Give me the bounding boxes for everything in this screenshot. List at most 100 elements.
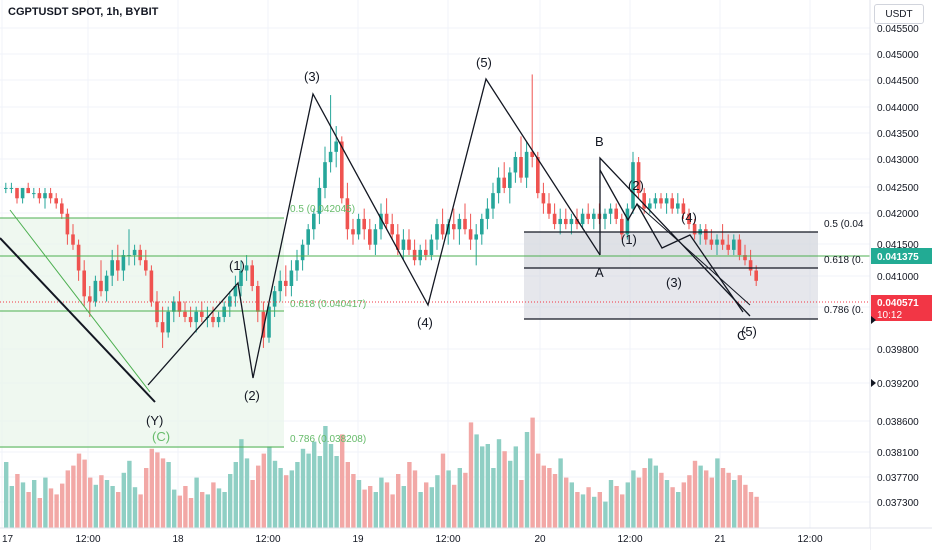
candle-body bbox=[720, 239, 725, 245]
candle-body bbox=[351, 229, 355, 235]
volume-bar bbox=[88, 477, 93, 528]
candle-body bbox=[250, 265, 254, 286]
volume-bar bbox=[513, 446, 518, 528]
candle-body bbox=[211, 316, 215, 323]
volume-bar bbox=[334, 456, 339, 528]
volume-bar bbox=[692, 460, 698, 528]
volume-bar bbox=[127, 460, 132, 528]
volume-bar bbox=[200, 492, 205, 528]
candle-body bbox=[659, 198, 663, 204]
volume-bar bbox=[676, 492, 681, 528]
time-axis[interactable] bbox=[0, 528, 870, 550]
wave-label-b: B bbox=[595, 134, 604, 149]
volume-bar bbox=[289, 470, 294, 528]
candle-body bbox=[289, 270, 294, 286]
wave-label-5: (5) bbox=[476, 55, 492, 70]
volume-bar bbox=[726, 472, 731, 528]
volume-bar bbox=[390, 494, 395, 528]
volume-bar bbox=[71, 465, 76, 528]
candle-body bbox=[110, 260, 114, 276]
candle-body bbox=[463, 218, 467, 230]
candle-body bbox=[429, 239, 434, 256]
price-tick-label: 0.045500 bbox=[877, 24, 919, 35]
candle-body bbox=[648, 203, 652, 209]
wave-sub-label-1: (1) bbox=[621, 232, 637, 247]
time-tick-label: 19 bbox=[352, 534, 364, 545]
candle-body bbox=[132, 249, 137, 256]
price-tick-label: 0.044000 bbox=[877, 103, 919, 114]
candle-body bbox=[754, 270, 758, 281]
candle-body bbox=[709, 239, 714, 245]
volume-bar bbox=[401, 486, 406, 528]
volume-bar bbox=[300, 448, 306, 528]
candle-body bbox=[513, 157, 518, 173]
volume-bar bbox=[664, 480, 670, 528]
volume-bar bbox=[256, 465, 261, 528]
volume-bar bbox=[474, 434, 479, 528]
volume-bar bbox=[687, 475, 692, 528]
volume-bar bbox=[54, 494, 59, 528]
volume-bar bbox=[278, 468, 283, 528]
candle-body bbox=[93, 280, 98, 302]
volume-bar bbox=[715, 458, 720, 528]
currency-button[interactable]: USDT bbox=[874, 4, 924, 24]
price-tick-label: 0.042500 bbox=[877, 183, 919, 194]
volume-bar bbox=[541, 465, 546, 528]
candle-body bbox=[43, 193, 47, 199]
volume-bar bbox=[648, 458, 653, 528]
volume-bar bbox=[681, 482, 686, 528]
wave-label-4: (4) bbox=[417, 315, 433, 330]
volume-bar bbox=[704, 470, 709, 528]
candle-body bbox=[261, 311, 266, 338]
wave-line-y-thin bbox=[9, 209, 151, 393]
candle-body bbox=[166, 311, 170, 333]
wave-sub-label-4: (4) bbox=[681, 210, 697, 225]
volume-bar bbox=[284, 475, 289, 528]
candle-body bbox=[748, 260, 753, 271]
volume-bar bbox=[188, 498, 194, 528]
volume-bar bbox=[48, 488, 54, 528]
candle-body bbox=[592, 213, 596, 219]
candle-body bbox=[547, 203, 551, 214]
candle-body bbox=[9, 187, 14, 189]
candle-body bbox=[737, 239, 742, 256]
volume-bar bbox=[653, 465, 658, 528]
volume-bar bbox=[250, 480, 255, 528]
price-tick-label: 0.038100 bbox=[877, 448, 919, 459]
candle-body bbox=[306, 229, 310, 245]
volume-bar bbox=[155, 452, 160, 528]
candle-body bbox=[99, 280, 103, 292]
wave-line-sub bbox=[599, 169, 744, 313]
candle-body bbox=[200, 311, 204, 317]
candle-body bbox=[37, 193, 42, 199]
candle-body bbox=[356, 218, 361, 235]
candle-body bbox=[625, 208, 630, 235]
candle-body bbox=[541, 193, 546, 204]
volume-bar bbox=[524, 432, 530, 528]
volume-bar bbox=[60, 483, 65, 528]
candle-body bbox=[676, 203, 680, 209]
volume-bar bbox=[659, 472, 664, 528]
line-price-badge-text: 0.041375 bbox=[877, 252, 919, 263]
candle-body bbox=[692, 224, 697, 235]
candle-body bbox=[608, 208, 613, 214]
candle-body bbox=[138, 249, 142, 261]
candle-body bbox=[508, 172, 512, 188]
volume-bar bbox=[306, 453, 311, 528]
candle-body bbox=[524, 151, 529, 178]
wave-sub-label-c: C bbox=[737, 328, 746, 343]
candle-body bbox=[424, 249, 428, 256]
volume-bar bbox=[362, 489, 367, 528]
candles bbox=[4, 74, 758, 348]
volume-bar bbox=[720, 468, 726, 528]
volume-bar bbox=[564, 477, 569, 528]
volume-bar bbox=[379, 477, 384, 528]
volume-bar bbox=[356, 480, 362, 528]
volume-bar bbox=[9, 486, 14, 528]
price-tick-label: 0.038600 bbox=[877, 417, 919, 428]
candle-body bbox=[580, 213, 585, 225]
symbol-title: CGPTUSDT SPOT, 1h, BYBIT bbox=[8, 6, 159, 18]
volume-bar bbox=[312, 441, 317, 528]
wave-label-2: (2) bbox=[244, 388, 260, 403]
